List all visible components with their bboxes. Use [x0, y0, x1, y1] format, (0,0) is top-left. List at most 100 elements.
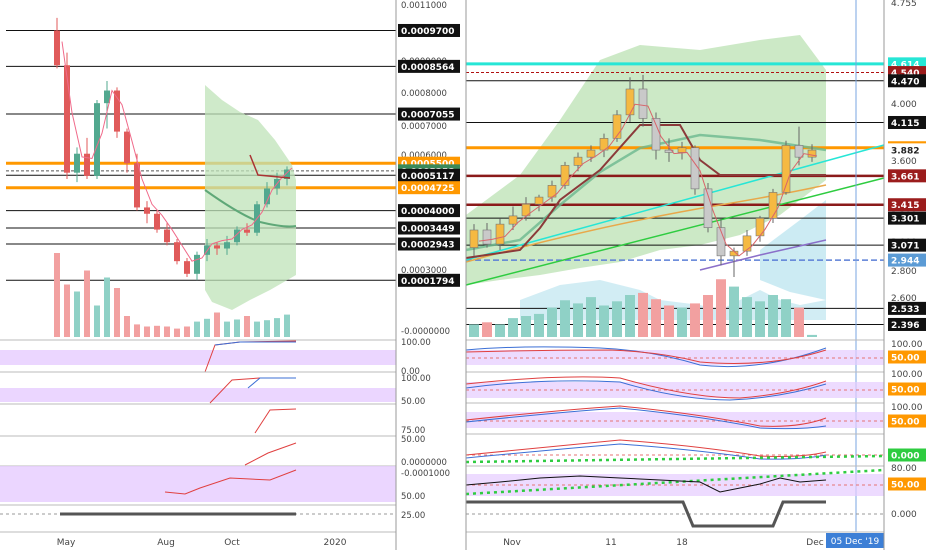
right-volume-bar	[469, 324, 479, 337]
left-price-tag: 0.0003449	[401, 225, 455, 235]
right-volume-bar	[534, 313, 544, 337]
right-indicator-tag-bg	[888, 477, 926, 491]
left-volume-bar	[54, 253, 60, 337]
right-volume-bar	[755, 301, 765, 337]
left-indicator-band	[0, 466, 396, 502]
left-price-axis-label: 0.0007000	[401, 122, 447, 132]
left-volume-bar	[164, 326, 170, 337]
left-volume-bar	[144, 326, 150, 337]
right-price-tag: 4.540	[891, 69, 919, 79]
right-price-axis-label: 2.800	[891, 267, 917, 277]
left-candle-body	[114, 90, 120, 132]
left-candle-body	[194, 254, 200, 274]
right-price-tag: 3.301	[891, 215, 919, 225]
right-price-tag-bg	[888, 169, 926, 183]
left-indicator-axis-label: 50.00	[401, 435, 425, 445]
right-price-axis-label: 2.600	[891, 294, 917, 304]
crosshair-date-label: 05 Dec '19	[831, 537, 880, 547]
left-volume-bar	[94, 305, 100, 337]
right-volume-bar	[547, 307, 557, 337]
right-volume-bar	[560, 300, 570, 337]
right-price-tag-bg	[888, 253, 926, 267]
right-ma-orange	[465, 184, 827, 263]
right-indicator-tag-bg	[888, 414, 926, 428]
right-price-tag-bg	[888, 317, 926, 331]
left-volume-bar	[264, 320, 270, 337]
left-time-label: Aug	[157, 538, 175, 548]
right-candle-body	[781, 145, 791, 193]
left-indicator-line	[164, 469, 297, 495]
right-volume-bar	[781, 299, 791, 337]
right-indicator-line	[465, 439, 827, 457]
right-candle-body	[612, 114, 622, 139]
left-volume-bar	[114, 288, 120, 337]
left-price-tag-bg	[398, 168, 460, 182]
right-ma-green	[465, 133, 827, 252]
right-price-tag: 2.533	[891, 305, 919, 315]
right-candle-body	[482, 229, 492, 245]
left-candle-body	[94, 103, 100, 176]
right-price-tag-bg	[888, 301, 926, 315]
right-time-label: 18	[676, 538, 688, 548]
left-price-tag-bg	[398, 181, 460, 195]
left-candle-body	[264, 188, 270, 205]
left-indicator-axis-label: 25.00	[401, 511, 425, 521]
right-candle-body	[690, 147, 700, 190]
left-indicator-band	[0, 388, 396, 402]
left-volume-bar	[154, 325, 160, 337]
left-volume-bar	[274, 318, 280, 337]
right-indicator-axis-label: 0.000	[891, 510, 917, 520]
right-cloud-green	[466, 35, 826, 285]
left-candle-body	[154, 213, 160, 230]
right-price-tag: 3.071	[891, 242, 919, 252]
left-indicator-band	[0, 350, 396, 365]
left-volume-bar	[214, 312, 220, 337]
right-indicator-axis-label: 100.00	[891, 340, 923, 350]
right-candle-body	[638, 88, 648, 119]
left-volume-bar	[74, 291, 80, 337]
left-indicator-line-2	[214, 341, 296, 346]
right-indicator-line	[465, 380, 827, 401]
right-indicator-tag-bg	[888, 448, 926, 462]
left-volume-bar	[204, 318, 210, 337]
right-indicator-line	[465, 407, 827, 430]
left-volume-bar	[124, 316, 130, 337]
right-price-axis-label: 4.000	[891, 100, 917, 110]
right-candle-body	[508, 215, 518, 225]
left-price-tag-bg	[398, 221, 460, 235]
left-price-tag-bg	[398, 59, 460, 73]
left-candle-body	[234, 229, 240, 243]
left-price-tag-bg	[398, 107, 460, 121]
right-indicator-line	[465, 349, 827, 364]
right-volume-bar	[638, 292, 648, 337]
left-price-tag: 0.0001794	[401, 277, 455, 287]
right-kijun-line	[465, 124, 826, 259]
right-price-axis-label: 3.600	[891, 157, 917, 167]
left-candle-body	[284, 169, 290, 179]
right-price-tag: 4.470	[891, 77, 919, 87]
left-price-tag: 0.0002943	[401, 241, 455, 251]
left-price-tag: 0.0009700	[401, 27, 455, 37]
left-volume-bar	[194, 321, 200, 337]
left-candle-body	[144, 207, 150, 214]
left-candle-body	[84, 153, 90, 176]
right-candle-body	[586, 149, 596, 158]
right-candle-body	[560, 165, 570, 186]
right-candle-body	[677, 147, 687, 153]
right-price-tag-bg	[888, 74, 926, 88]
left-volume-bar	[244, 316, 250, 337]
right-indicator-axis-label: 50.00	[891, 386, 919, 396]
left-volume-bar	[104, 277, 110, 337]
right-indicator-axis-label: 50.00	[891, 418, 919, 428]
right-price-tag: 3.661	[891, 172, 919, 182]
right-candle-body	[794, 145, 804, 158]
left-price-tag: 0.0004000	[401, 207, 455, 217]
right-indicator-line	[465, 443, 827, 460]
right-candle-body	[573, 156, 583, 166]
left-price-axis-label: -0.0000000	[401, 327, 450, 337]
right-price-tag-bg	[888, 211, 926, 225]
right-volume-bar	[677, 307, 687, 337]
right-ma-line	[478, 103, 818, 257]
right-trendline-green	[465, 177, 885, 286]
